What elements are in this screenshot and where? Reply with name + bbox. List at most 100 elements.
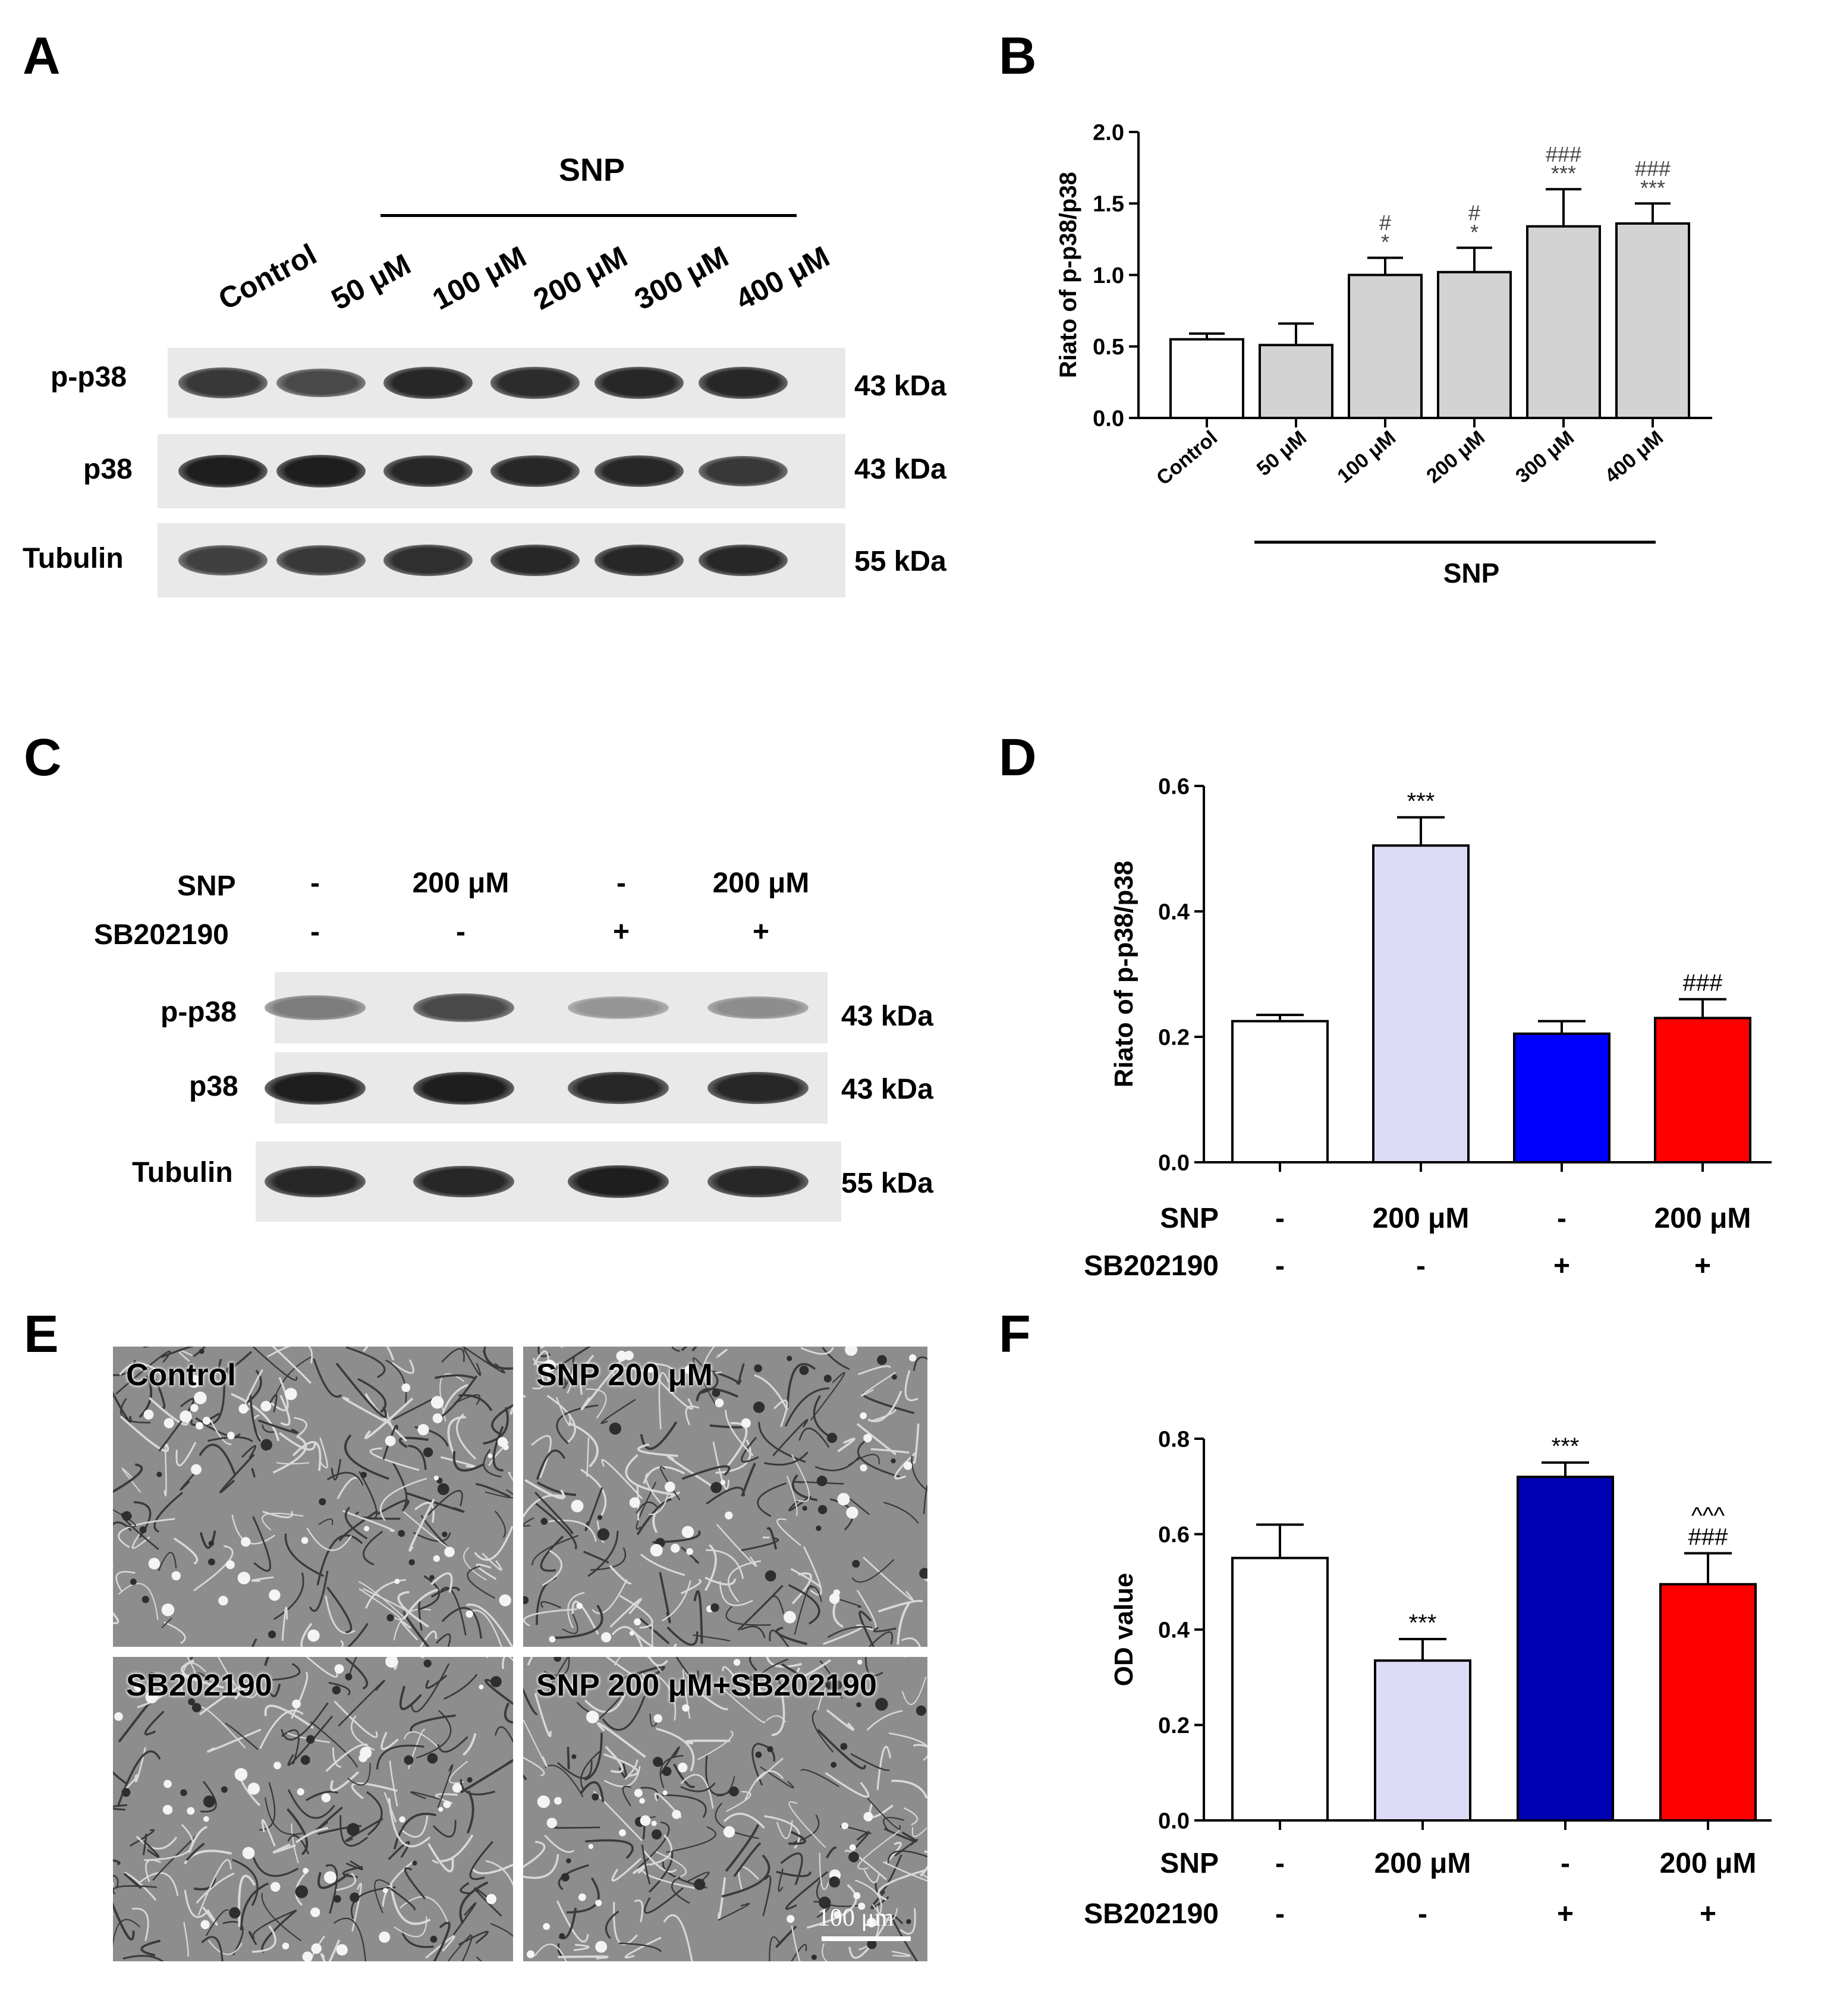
neurite (822, 1347, 850, 1370)
neurite (410, 1714, 456, 1732)
cell-body (634, 1618, 641, 1626)
neurite (425, 1935, 455, 1959)
cell-body (430, 1396, 444, 1409)
micrograph-label-sb202190: SB202190 (126, 1668, 272, 1703)
neurite (459, 1881, 489, 1924)
lane-label-200: 200 μM (528, 240, 633, 317)
neurite (911, 1455, 927, 1492)
neurite (439, 1373, 465, 1422)
band (178, 367, 268, 398)
cell-body (684, 1365, 694, 1375)
cell-body (892, 1374, 897, 1380)
significance-mark: * (1381, 230, 1389, 254)
neurite (703, 1347, 722, 1374)
neurite (364, 1397, 414, 1439)
cell-body (180, 1789, 187, 1797)
band (490, 455, 580, 488)
cell-body (442, 1531, 448, 1537)
cell-body (823, 1375, 832, 1383)
cell-body (467, 1777, 473, 1783)
neurite (857, 1830, 900, 1870)
neurite (725, 1606, 771, 1626)
neurite (640, 1787, 659, 1800)
neurite (643, 1465, 685, 1485)
cell-body (662, 1790, 668, 1795)
neurite (139, 1375, 153, 1418)
neurite (613, 1902, 638, 1945)
cell-body (360, 1471, 367, 1479)
neurite (681, 1546, 699, 1564)
neurite (272, 1663, 301, 1681)
neurite (265, 1797, 303, 1835)
neurite (636, 1498, 672, 1536)
cell-body (867, 1939, 877, 1949)
neurite (741, 1537, 779, 1552)
neurite (656, 1727, 695, 1772)
neurite (207, 1940, 243, 1955)
cell-body (857, 1659, 863, 1665)
bar (1169, 338, 1244, 419)
cell-body (260, 1439, 272, 1451)
cell-body (715, 1398, 724, 1408)
neurite (825, 1772, 870, 1798)
neurite (358, 1471, 378, 1520)
neurite (347, 1763, 371, 1786)
neurite (295, 1827, 328, 1844)
neurite (325, 1595, 356, 1634)
neurite (858, 1905, 880, 1951)
neurite (416, 1710, 452, 1759)
neurite (913, 1356, 927, 1372)
cond-c-sb-4: + (752, 916, 770, 948)
neurite (648, 1657, 668, 1667)
neurite (272, 1347, 312, 1384)
cell-body (860, 1412, 867, 1420)
neurite (113, 1509, 136, 1528)
neurite (536, 1449, 566, 1480)
neurite (403, 1731, 440, 1749)
neurite (762, 1875, 772, 1916)
blot-strip-p-p38-a (168, 348, 845, 418)
neurite (152, 1835, 198, 1881)
cell-body (191, 1703, 202, 1713)
neurite (264, 1704, 314, 1729)
cell-body (490, 1676, 502, 1687)
neurite (523, 1608, 578, 1627)
neurite (614, 1657, 662, 1673)
neurite (741, 1463, 756, 1497)
neurite (400, 1815, 429, 1838)
neurite (647, 1362, 674, 1373)
neurite (911, 1827, 927, 1838)
cell-body (237, 1571, 250, 1584)
cell-body (566, 1858, 571, 1864)
neurite (718, 1877, 726, 1920)
neurite (634, 1899, 644, 1923)
neurite (273, 1572, 304, 1620)
cell-body (385, 1435, 396, 1446)
neurite (540, 1347, 563, 1349)
neurite (309, 1570, 329, 1612)
neurite (553, 1605, 603, 1639)
neurite (744, 1770, 784, 1801)
neurite (923, 1485, 927, 1515)
neurite (440, 1456, 477, 1468)
neurite (775, 1626, 808, 1646)
neurite (725, 1410, 754, 1457)
cell-body (162, 1804, 173, 1815)
cell-body (866, 1917, 877, 1927)
cell-body (147, 1672, 157, 1682)
y-tick-label: 0.6 (1158, 774, 1190, 799)
neurite (718, 1902, 750, 1921)
neurite (894, 1452, 917, 1480)
neurite (492, 1426, 504, 1472)
cell-body (831, 1762, 837, 1768)
cell-body (586, 1710, 599, 1723)
neurite (596, 1722, 646, 1758)
y-tick-label: 0.2 (1158, 1713, 1190, 1738)
cell-body (333, 1895, 341, 1903)
neurite (781, 1663, 803, 1677)
neurite (113, 1902, 135, 1940)
cell-body (537, 1795, 551, 1809)
band (594, 544, 684, 577)
neurite (181, 1657, 197, 1681)
neurite (272, 1843, 296, 1854)
